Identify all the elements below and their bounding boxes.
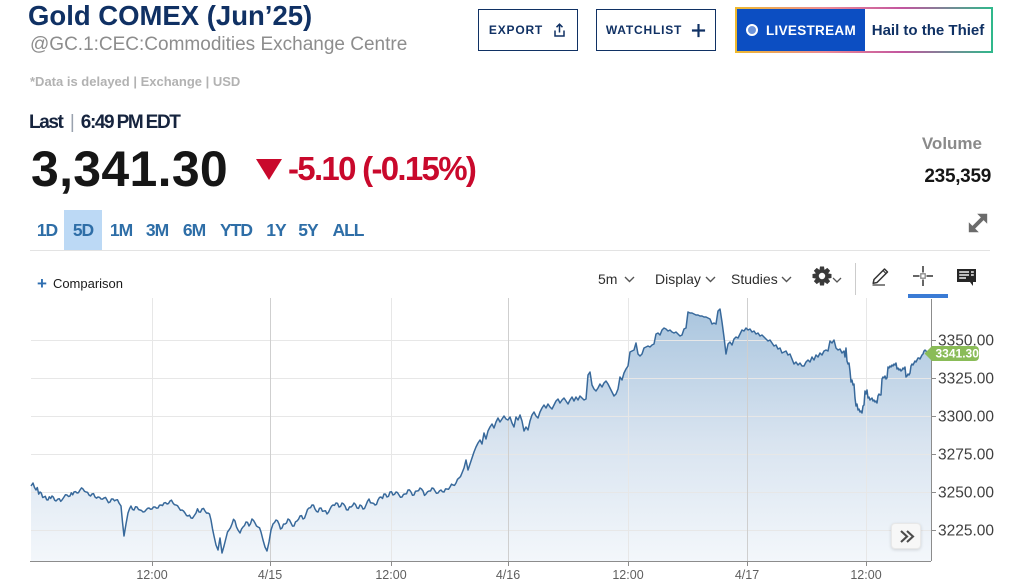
svg-text:3350.00: 3350.00 bbox=[938, 333, 994, 350]
svg-text:3275.00: 3275.00 bbox=[938, 447, 994, 464]
svg-text:12:00: 12:00 bbox=[136, 568, 167, 582]
svg-text:4/17: 4/17 bbox=[735, 568, 759, 582]
svg-text:3341.30: 3341.30 bbox=[936, 347, 980, 361]
svg-text:12:00: 12:00 bbox=[612, 568, 643, 582]
svg-text:3250.00: 3250.00 bbox=[938, 485, 994, 502]
svg-text:12:00: 12:00 bbox=[850, 568, 881, 582]
svg-text:4/16: 4/16 bbox=[496, 568, 520, 582]
svg-text:12:00: 12:00 bbox=[375, 568, 406, 582]
svg-text:3225.00: 3225.00 bbox=[938, 523, 994, 540]
svg-text:4/15: 4/15 bbox=[258, 568, 282, 582]
svg-text:3300.00: 3300.00 bbox=[938, 409, 994, 426]
svg-text:3325.00: 3325.00 bbox=[938, 371, 994, 388]
